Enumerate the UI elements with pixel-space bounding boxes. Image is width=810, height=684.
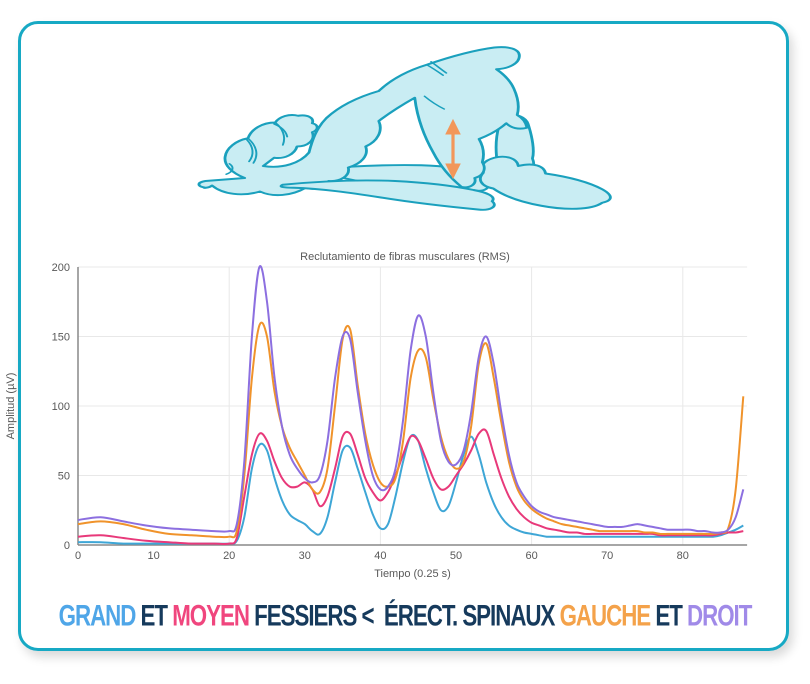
svg-text:80: 80 (677, 550, 689, 562)
svg-text:20: 20 (223, 550, 235, 562)
svg-text:150: 150 (52, 332, 70, 344)
svg-text:50: 50 (58, 471, 70, 483)
svg-text:50: 50 (450, 550, 462, 562)
svg-text:60: 60 (525, 550, 537, 562)
svg-text:Amplitud (µV): Amplitud (µV) (5, 373, 17, 440)
svg-text:Tiempo (0.25 s): Tiempo (0.25 s) (374, 568, 451, 580)
svg-text:10: 10 (147, 550, 159, 562)
svg-text:Reclutamiento de fibras muscul: Reclutamiento de fibras musculares (RMS) (300, 251, 510, 263)
svg-text:0: 0 (64, 540, 70, 552)
svg-text:200: 200 (52, 262, 70, 274)
svg-text:100: 100 (52, 401, 70, 413)
svg-text:70: 70 (601, 550, 613, 562)
svg-text:30: 30 (299, 550, 311, 562)
svg-text:0: 0 (75, 550, 81, 562)
svg-text:40: 40 (374, 550, 386, 562)
